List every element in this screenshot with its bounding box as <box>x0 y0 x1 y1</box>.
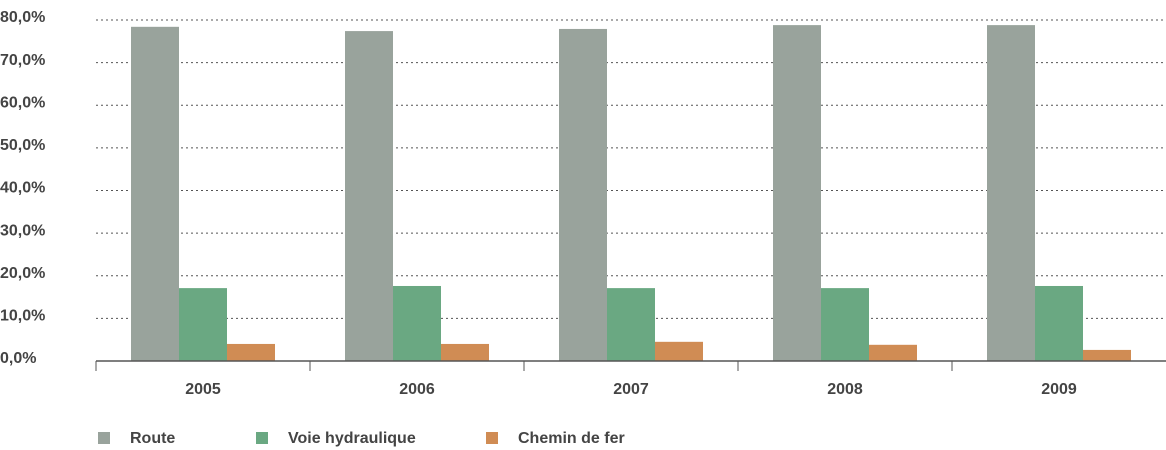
legend-label: Chemin de fer <box>518 430 625 447</box>
y-tick-label: 0,0% <box>0 350 36 367</box>
legend-swatch <box>256 432 268 444</box>
bar <box>773 25 821 362</box>
y-tick-label: 70,0% <box>0 52 45 69</box>
y-tick-label: 50,0% <box>0 137 45 154</box>
y-tick-label: 10,0% <box>0 308 45 325</box>
bar <box>987 25 1035 362</box>
y-tick-label: 80,0% <box>0 9 45 26</box>
legend-label: Route <box>130 430 175 447</box>
x-tick-label: 2008 <box>827 381 863 398</box>
bar <box>1035 285 1083 361</box>
x-tick-label: 2006 <box>399 381 435 398</box>
bar <box>131 26 179 361</box>
bar <box>1083 349 1131 361</box>
bar <box>393 285 441 361</box>
bar <box>655 341 703 361</box>
y-tick-label: 30,0% <box>0 222 45 239</box>
y-tick-label: 40,0% <box>0 180 45 197</box>
x-tick-label: 2005 <box>185 381 221 398</box>
legend-swatch <box>486 432 498 444</box>
bar <box>179 288 227 361</box>
bar <box>559 28 607 361</box>
bar <box>441 343 489 361</box>
bar <box>227 343 275 361</box>
x-tick-label: 2007 <box>613 381 649 398</box>
x-tick-label: 2009 <box>1041 381 1077 398</box>
bar <box>869 344 917 361</box>
bar <box>345 31 393 362</box>
y-tick-label: 20,0% <box>0 265 45 282</box>
legend-swatch <box>98 432 110 444</box>
legend-label: Voie hydraulique <box>288 430 416 447</box>
bar <box>821 288 869 361</box>
y-tick-label: 60,0% <box>0 94 45 111</box>
bar <box>607 288 655 361</box>
